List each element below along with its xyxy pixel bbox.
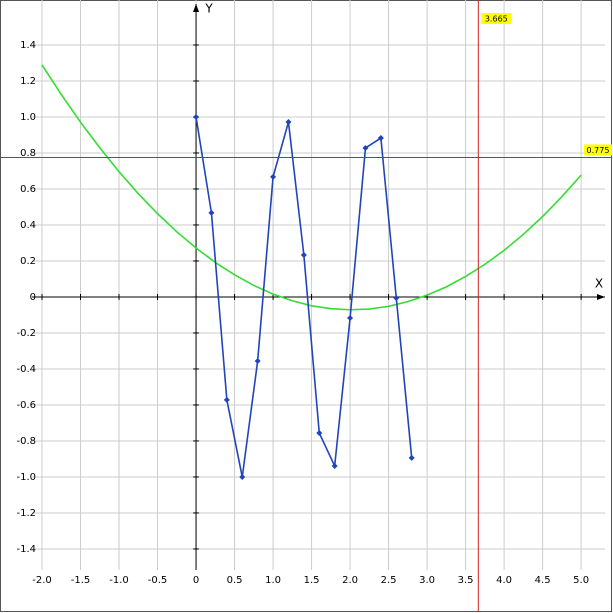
data-point [347, 315, 354, 322]
data-point [393, 295, 400, 302]
x-tick-label: -1.5 [71, 575, 91, 586]
y-axis-title: Y [204, 2, 213, 16]
x-axis-title: X [595, 276, 603, 290]
y-tick-label: -0.4 [16, 364, 36, 375]
y-tick-label: 0.4 [20, 220, 36, 231]
x-tick-label: 4.5 [535, 575, 551, 586]
data-point [285, 119, 292, 126]
y-tick-label: -1.2 [16, 508, 36, 519]
y-tick-label: 0.8 [20, 148, 36, 159]
data-point [377, 135, 384, 142]
x-axis-arrow [597, 293, 605, 300]
crosshair-x-label-bg [481, 13, 512, 24]
data-point [316, 430, 323, 437]
x-tick-label: -0.5 [148, 575, 168, 586]
y-tick-label: -0.8 [16, 436, 36, 447]
y-tick-label: 0.2 [20, 256, 36, 267]
x-tick-label: 5.0 [573, 575, 589, 586]
y-tick-label: 0.6 [20, 184, 36, 195]
x-tick-label: 3.0 [419, 575, 435, 586]
x-tick-label: 4.0 [496, 575, 512, 586]
data-point [300, 252, 307, 259]
y-tick-label: -1.4 [16, 544, 36, 555]
crosshair-x-label: 3.665 [485, 15, 508, 24]
x-tick-label: 2.5 [381, 575, 397, 586]
data-point [331, 462, 338, 469]
x-tick-label: 1.0 [265, 575, 281, 586]
y-tick-label: -0.2 [16, 328, 36, 339]
data-point [362, 144, 369, 151]
data-point [223, 396, 230, 403]
data-point [193, 113, 200, 120]
x-tick-label: 1.5 [304, 575, 320, 586]
data-point [408, 454, 415, 461]
y-tick-label: 1.4 [20, 40, 36, 51]
x-tick-label: 2.0 [342, 575, 358, 586]
y-tick-label: -1.0 [16, 472, 36, 483]
crosshair-y-label: 0.775 [587, 146, 610, 155]
data-point [254, 358, 261, 365]
x-tick-label: -2.0 [32, 575, 52, 586]
plot [41, 64, 582, 480]
y-axis-arrow [193, 4, 200, 12]
crosshair-y-label-bg [584, 144, 612, 156]
y-tick-label: 1.2 [20, 76, 36, 87]
x-tick-label: -1.0 [109, 575, 129, 586]
x-tick-label: 0 [193, 575, 199, 586]
x-tick-label: 3.5 [458, 575, 474, 586]
series-line [41, 64, 582, 311]
y-tick-label: 1.0 [20, 112, 36, 123]
data-point [208, 209, 215, 216]
y-tick-label: -0.6 [16, 400, 36, 411]
data-point [270, 173, 277, 180]
data-point [239, 473, 246, 480]
x-tick-label: 0.5 [227, 575, 243, 586]
axes: -2.0 -1.5 -1.0 -0.5 0 0.5 1.0 1.5 2.0 2.5 3.0 3.5 4.… [16, 2, 605, 586]
